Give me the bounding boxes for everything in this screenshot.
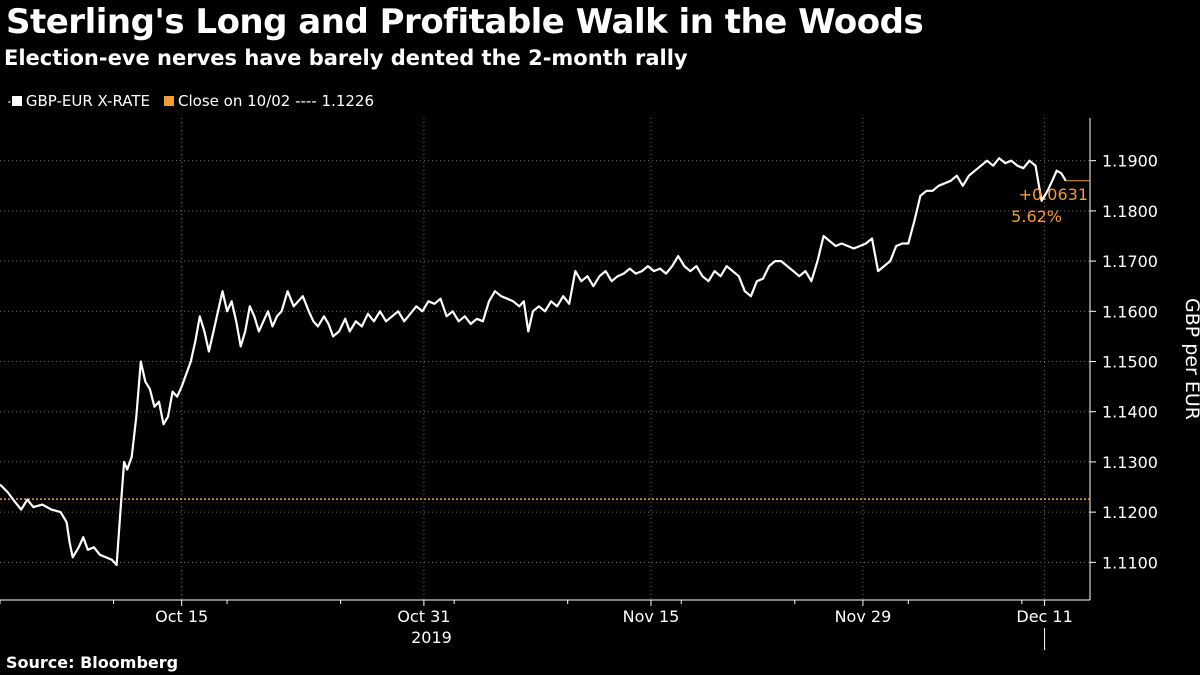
chart-subtitle: Election-eve nerves have barely dented t… [4,46,688,70]
legend: 𝅘 GBP-EUR X-RATE Close on 10/02 ---- 1.1… [8,92,388,110]
legend-label-reference: Close on 10/02 ---- 1.1226 [178,92,375,110]
x-axis-label: 2019 [411,628,452,647]
y-tick-label: 1.1200 [1102,503,1158,522]
x-tick-label: Oct 15 [155,607,208,626]
annotation-percent: 5.62% [1011,207,1062,226]
y-tick-label: 1.1500 [1102,353,1158,372]
x-tick-label: Nov 15 [623,607,680,626]
x-tick-label: Dec 11 [1016,607,1072,626]
y-tick-label: 1.1700 [1102,252,1158,271]
legend-swatch-series [11,96,22,106]
y-tick-label: 1.1600 [1102,302,1158,321]
legend-label-series: GBP-EUR X-RATE [25,92,151,110]
legend-marker-icon: 𝅘 [8,96,11,106]
y-tick-label: 1.1300 [1102,453,1158,472]
source-note: Source: Bloomberg [6,653,179,672]
y-tick-label: 1.1100 [1102,553,1158,572]
axes [0,118,1096,650]
y-tick-label: 1.1900 [1102,152,1158,171]
x-tick-label: Nov 29 [835,607,892,626]
legend-swatch-reference [164,96,175,106]
y-tick-label: 1.1400 [1102,403,1158,422]
y-tick-label: 1.1800 [1102,202,1158,221]
tick-labels: 1.1100 1.1200 1.1300 1.1400 1.1500 1.1600 1.17… [155,152,1200,647]
series-line [0,157,1067,567]
annotations: +0.0631 5.62% [1011,185,1088,226]
x-tick-label: Oct 31 [397,607,450,626]
y-axis-label: GBP per EUR [1181,298,1200,420]
chart-title: Sterling's Long and Profitable Walk in t… [6,2,924,42]
legend-item-reference: Close on 10/02 ---- 1.1226 [164,92,374,110]
annotation-change: +0.0631 [1019,185,1088,204]
series-group [0,157,1090,567]
legend-item-series: 𝅘 GBP-EUR X-RATE [8,92,150,110]
